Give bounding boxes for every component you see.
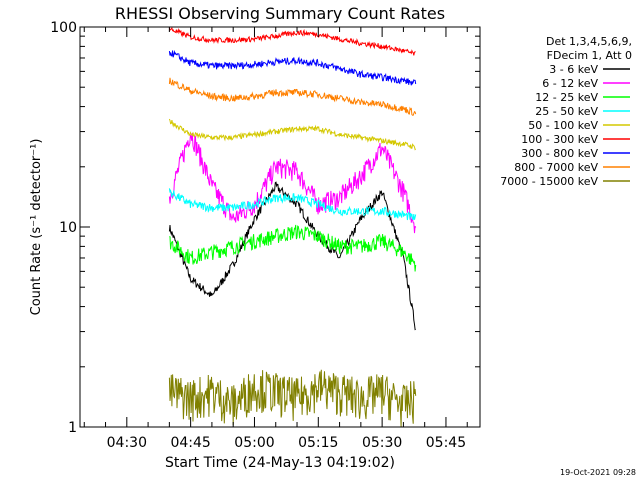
series-line (168, 369, 417, 427)
y-tick-label: 100 (50, 20, 77, 36)
legend-header-line-1: Det 1,3,4,5,6,9, (546, 35, 632, 48)
x-tick-label: 05:15 (298, 435, 338, 451)
y-tick-label: 10 (59, 220, 77, 236)
x-axis-label: Start Time (24-May-13 04:19:02) (165, 455, 395, 471)
legend-entry-label: 50 - 100 keV (528, 119, 598, 132)
series-line (168, 188, 417, 221)
x-tick-labels: 04:30 04:45 05:00 05:15 05:30 05:45 (107, 435, 467, 451)
data-traces (168, 27, 417, 427)
x-tick-label: 04:30 (107, 435, 147, 451)
y-axis-label: Count Rate (s⁻¹ detector⁻¹) (29, 139, 44, 316)
x-tick-label: 04:45 (170, 435, 210, 451)
legend-entry-label: 25 - 50 keV (535, 105, 598, 118)
series-line (169, 224, 417, 272)
legend-entry-label: 3 - 6 keV (549, 63, 598, 76)
x-tick-label: 05:45 (426, 435, 466, 451)
chart-title: RHESSI Observing Summary Count Rates (115, 4, 445, 23)
x-tick-label: 05:30 (362, 435, 402, 451)
legend: Det 1,3,4,5,6,9, FDecim 1, Att 0 3 - 6 k… (500, 35, 632, 188)
legend-entry-label: 800 - 7000 keV (514, 161, 598, 174)
series-line (168, 27, 416, 56)
series-line (168, 133, 417, 234)
series-line (168, 49, 417, 86)
legend-entry-label: 100 - 300 keV (521, 133, 598, 146)
legend-entry-label: 7000 - 15000 keV (500, 175, 598, 188)
legend-entry-label: 6 - 12 keV (542, 77, 598, 90)
legend-header-line-2: FDecim 1, Att 0 (547, 49, 632, 62)
legend-entry-label: 300 - 800 keV (521, 147, 598, 160)
series-line (168, 118, 417, 151)
legend-entry-label: 12 - 25 keV (535, 91, 598, 104)
x-tick-label: 05:00 (234, 435, 274, 451)
date-stamp: 19-Oct-2021 09:28 (560, 468, 636, 477)
axis-ticks (80, 26, 480, 428)
series-line (168, 77, 417, 116)
y-tick-labels: 1 10 100 (50, 20, 77, 436)
y-tick-label: 1 (68, 420, 77, 436)
